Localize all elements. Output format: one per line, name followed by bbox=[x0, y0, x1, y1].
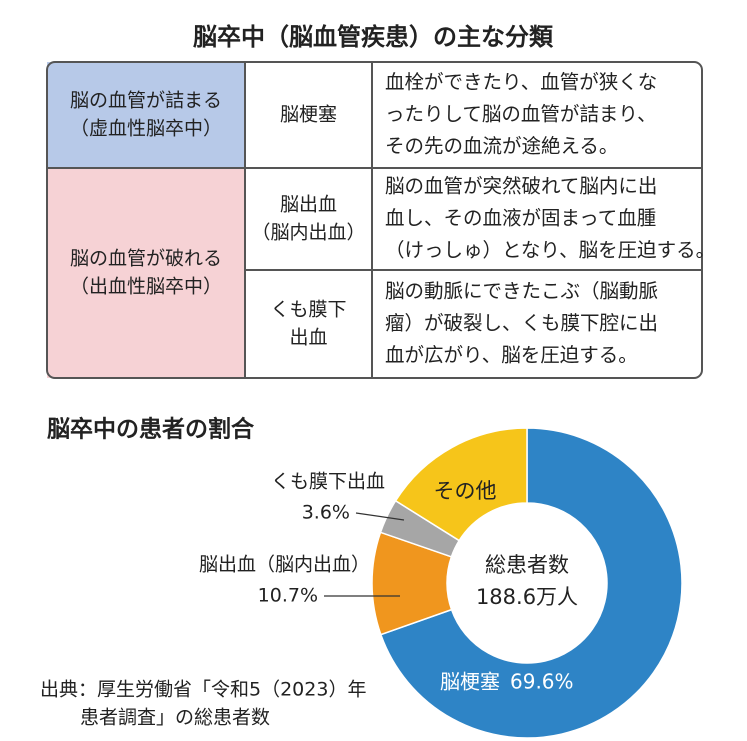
leader-line bbox=[355, 512, 405, 521]
slice-label: その他 bbox=[434, 479, 497, 503]
type-name: 脳梗塞 bbox=[280, 104, 337, 126]
type-name: 出血 bbox=[289, 327, 327, 349]
source: 出典：厚生労働省「令和5（2023）年 bbox=[40, 679, 366, 701]
source: 患者調査」の総患者数 bbox=[80, 707, 270, 729]
category-text: （出血性脳卒中） bbox=[70, 276, 222, 298]
category-text: 脳の血管が詰まる bbox=[70, 90, 222, 112]
donut-slice bbox=[394, 427, 528, 542]
slice-value: 3.6% bbox=[302, 502, 350, 524]
category-text: 脳の血管が破れる bbox=[70, 248, 222, 270]
table: 脳の血管が詰まる （虚血性脳卒中） 脳梗塞 血栓ができたり、血管が狭くなったりして脳の… bbox=[46, 61, 715, 379]
cell-bg bbox=[47, 168, 245, 378]
type-name: くも膜下 bbox=[270, 299, 346, 321]
center-label: 188.6万人 bbox=[476, 585, 578, 609]
description: ったりして脳の血管が詰まり、 bbox=[385, 103, 657, 126]
description: （けっしゅ）となり、脳を圧迫する。 bbox=[385, 239, 715, 262]
slice-label: くも膜下出血 bbox=[271, 471, 385, 493]
description: 血し、その血液が固まって血腫 bbox=[385, 207, 656, 230]
description: その先の血流が途絶える。 bbox=[385, 135, 618, 158]
center-label: 総患者数 bbox=[485, 553, 569, 577]
type-name: 脳出血 bbox=[280, 194, 337, 216]
category-text: （虚血性脳卒中） bbox=[70, 118, 222, 140]
table-border bbox=[46, 61, 703, 379]
slice-value: 10.7% bbox=[258, 585, 318, 607]
slice-label: 脳梗塞 bbox=[440, 670, 500, 694]
slice-value: 69.6% bbox=[510, 670, 574, 694]
type-name: （脳内出血） bbox=[251, 222, 365, 244]
description: 血栓ができたり、血管が狭くな bbox=[385, 71, 657, 94]
description: 脳の動脈にできたこぶ（脳動脈 bbox=[385, 280, 658, 303]
title: 脳卒中（脳血管疾患）の主な分類 bbox=[193, 23, 554, 51]
cell-bg bbox=[47, 62, 245, 168]
slice-label: 脳出血（脳内出血） bbox=[199, 554, 370, 576]
description: 血が広がり、脳を圧迫する。 bbox=[385, 344, 638, 367]
description: 瘤）が破裂し、くも膜下腔に出 bbox=[385, 312, 658, 335]
donut-slice bbox=[379, 427, 683, 739]
description: 脳の血管が突然破れて脳内に出 bbox=[385, 175, 657, 198]
chart-title: 脳卒中の患者の割合 bbox=[47, 416, 255, 443]
